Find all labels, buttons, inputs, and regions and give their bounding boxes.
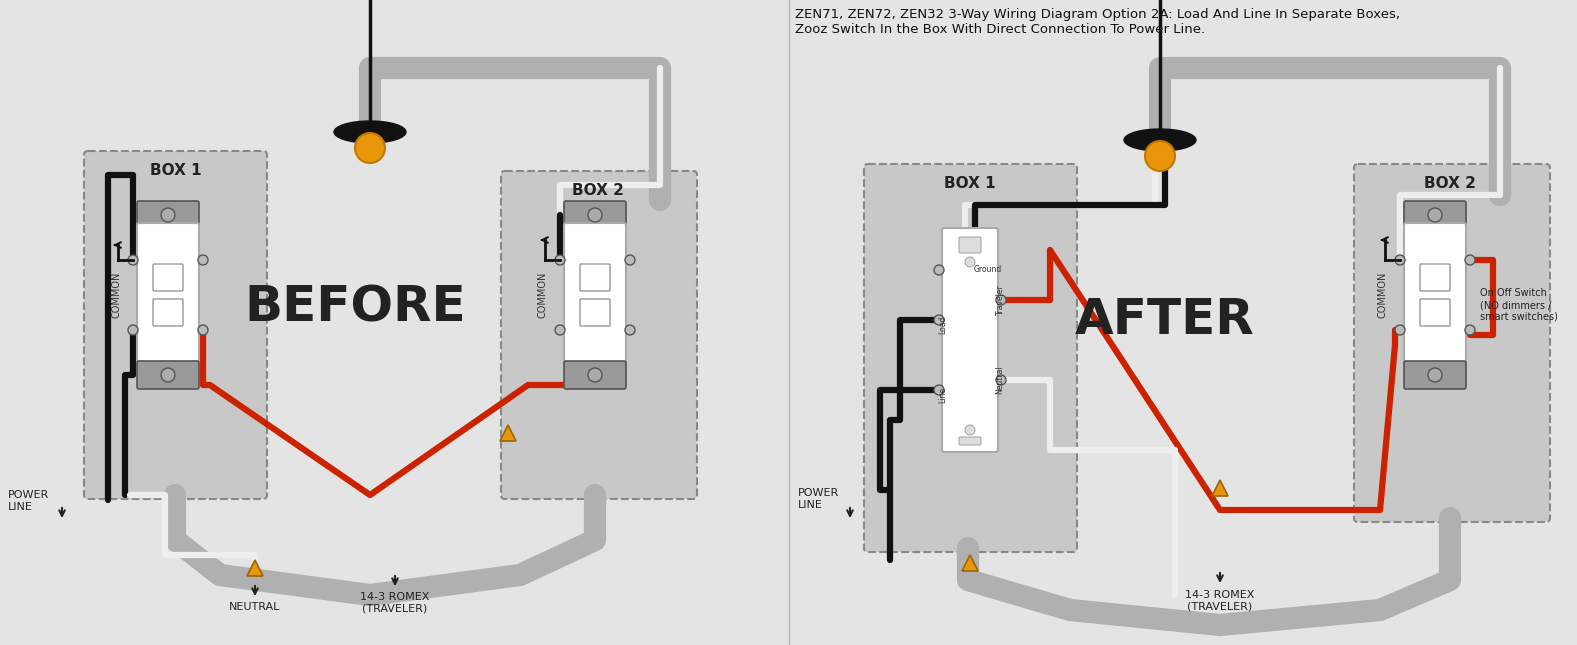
FancyBboxPatch shape (959, 437, 981, 445)
Circle shape (555, 255, 565, 265)
FancyBboxPatch shape (153, 299, 183, 326)
FancyBboxPatch shape (137, 361, 199, 389)
Circle shape (934, 265, 945, 275)
FancyBboxPatch shape (153, 264, 183, 291)
FancyBboxPatch shape (1404, 361, 1467, 389)
Circle shape (588, 208, 602, 222)
Text: AFTER: AFTER (1076, 296, 1255, 344)
Text: On Off Switch
(NO dimmers /
smart switches): On Off Switch (NO dimmers / smart switch… (1479, 288, 1558, 322)
Circle shape (624, 255, 636, 265)
Text: COMMON: COMMON (1378, 272, 1388, 318)
Text: Load: Load (938, 316, 948, 334)
Circle shape (1396, 255, 1405, 265)
Circle shape (588, 368, 602, 382)
Circle shape (934, 385, 945, 395)
Circle shape (997, 295, 1006, 305)
FancyBboxPatch shape (565, 201, 626, 229)
Circle shape (1465, 255, 1474, 265)
Polygon shape (248, 560, 263, 576)
Text: Traveler: Traveler (995, 284, 1005, 315)
FancyBboxPatch shape (1404, 201, 1467, 229)
Circle shape (965, 425, 975, 435)
Text: NEUTRAL: NEUTRAL (229, 602, 281, 612)
Circle shape (128, 325, 139, 335)
Text: POWER
LINE: POWER LINE (8, 490, 49, 511)
Circle shape (624, 325, 636, 335)
FancyBboxPatch shape (941, 228, 998, 452)
Circle shape (128, 255, 139, 265)
FancyBboxPatch shape (1419, 264, 1449, 291)
Circle shape (1429, 208, 1441, 222)
FancyBboxPatch shape (580, 264, 610, 291)
Circle shape (355, 133, 385, 163)
Ellipse shape (1124, 129, 1195, 151)
FancyBboxPatch shape (137, 223, 199, 367)
FancyBboxPatch shape (1404, 223, 1467, 367)
Circle shape (161, 208, 175, 222)
FancyBboxPatch shape (959, 237, 981, 253)
Text: COMMON: COMMON (538, 272, 547, 318)
Circle shape (965, 257, 975, 267)
Text: Line: Line (938, 387, 948, 403)
Text: BEFORE: BEFORE (244, 284, 465, 332)
Polygon shape (962, 555, 978, 571)
Text: Neutral: Neutral (995, 366, 1005, 394)
FancyBboxPatch shape (1419, 299, 1449, 326)
Text: BOX 2: BOX 2 (572, 183, 624, 198)
Text: BOX 1: BOX 1 (150, 163, 202, 178)
FancyBboxPatch shape (580, 299, 610, 326)
Circle shape (1429, 368, 1441, 382)
Text: BOX 1: BOX 1 (945, 176, 995, 191)
Polygon shape (500, 425, 516, 441)
Text: COMMON: COMMON (110, 272, 121, 318)
Text: BOX 2: BOX 2 (1424, 176, 1476, 191)
FancyBboxPatch shape (84, 151, 267, 499)
Circle shape (934, 315, 945, 325)
FancyBboxPatch shape (137, 201, 199, 229)
FancyBboxPatch shape (864, 164, 1077, 552)
Circle shape (1465, 325, 1474, 335)
FancyBboxPatch shape (1355, 164, 1550, 522)
Circle shape (1145, 141, 1175, 171)
Circle shape (1396, 325, 1405, 335)
Circle shape (997, 375, 1006, 385)
Circle shape (199, 255, 208, 265)
FancyBboxPatch shape (501, 171, 697, 499)
Text: ZEN71, ZEN72, ZEN32 3-Way Wiring Diagram Option 2A: Load And Line In Separate Bo: ZEN71, ZEN72, ZEN32 3-Way Wiring Diagram… (795, 8, 1400, 36)
Text: 14-3 ROMEX
(TRAVELER): 14-3 ROMEX (TRAVELER) (360, 592, 429, 613)
FancyBboxPatch shape (565, 223, 626, 367)
Circle shape (199, 325, 208, 335)
Ellipse shape (334, 121, 405, 143)
Text: POWER
LINE: POWER LINE (798, 488, 839, 510)
Circle shape (555, 325, 565, 335)
Circle shape (161, 368, 175, 382)
FancyBboxPatch shape (565, 361, 626, 389)
Polygon shape (1213, 480, 1228, 496)
Text: 14-3 ROMEX
(TRAVELER): 14-3 ROMEX (TRAVELER) (1186, 590, 1255, 611)
Text: Ground: Ground (975, 266, 1003, 275)
